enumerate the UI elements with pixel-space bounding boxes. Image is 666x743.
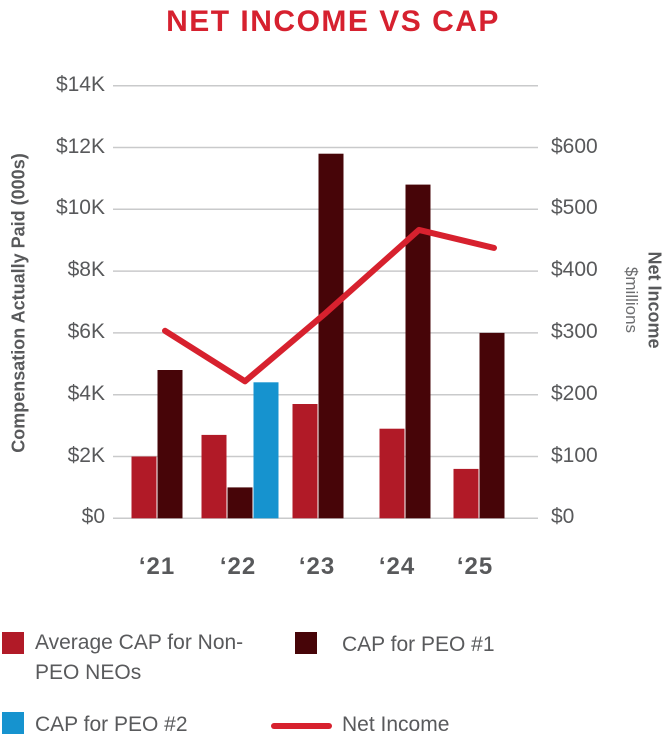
right-tick-label: $300 <box>551 319 598 343</box>
legend-swatch-peo2 <box>2 712 24 734</box>
left-tick-label: $10K <box>55 196 105 220</box>
bar-average-cap-for-non-peo-neos-21 <box>131 456 157 519</box>
bar-cap-for-peo-1-25 <box>479 332 505 519</box>
legend-label-avg-cap: Average CAP for Non-PEO NEOs <box>35 631 244 685</box>
right-axis-subtitle: $millions <box>622 266 641 334</box>
chart-title: NET INCOME VS CAP <box>166 5 500 38</box>
right-tick-label: $100 <box>551 443 598 467</box>
legend-label-peo1: CAP for PEO #1 <box>342 633 495 656</box>
bar-average-cap-for-non-peo-neos-25 <box>453 468 479 519</box>
legend-swatch-avg-cap <box>2 632 24 654</box>
bar-average-cap-for-non-peo-neos-23 <box>292 404 318 519</box>
bar-average-cap-for-non-peo-neos-24 <box>379 428 405 519</box>
bar-cap-for-peo-1-21 <box>157 370 183 519</box>
bar-cap-for-peo-1-22 <box>227 487 253 519</box>
left-tick-label: $0 <box>81 505 105 529</box>
bar-cap-for-peo-2-22 <box>253 382 279 519</box>
right-tick-label: $500 <box>551 196 598 220</box>
legend-label-net-income: Net Income <box>342 713 450 736</box>
x-axis-label: ‘23 <box>298 553 336 580</box>
net-income-line <box>162 226 497 385</box>
x-axis-label: ‘21 <box>138 553 176 580</box>
right-tick-label: $400 <box>551 258 598 282</box>
plot-area <box>113 84 538 520</box>
bar-cap-for-peo-1-23 <box>318 153 344 519</box>
right-axis-title: Net Income <box>644 251 665 349</box>
x-axis-label: ‘22 <box>219 553 257 580</box>
left-tick-label: $12K <box>55 134 105 158</box>
bar-average-cap-for-non-peo-neos-22 <box>201 434 227 519</box>
left-tick-label: $6K <box>67 319 105 343</box>
right-tick-label: $0 <box>551 505 575 529</box>
legend-label-peo2: CAP for PEO #2 <box>35 713 188 736</box>
left-tick-label: $8K <box>67 258 105 282</box>
left-tick-label: $2K <box>67 443 105 467</box>
x-axis-label: ‘25 <box>456 553 494 580</box>
legend-swatch-peo1 <box>295 632 317 654</box>
left-tick-label: $4K <box>67 381 105 405</box>
right-tick-label: $200 <box>551 381 598 405</box>
legend-swatch-net-income-line <box>271 723 332 729</box>
legend: Average CAP for Non-PEO NEOs CAP for PEO… <box>0 625 666 743</box>
left-tick-label: $14K <box>55 72 105 96</box>
x-axis-label: ‘24 <box>378 553 416 580</box>
right-tick-label: $600 <box>551 134 598 158</box>
